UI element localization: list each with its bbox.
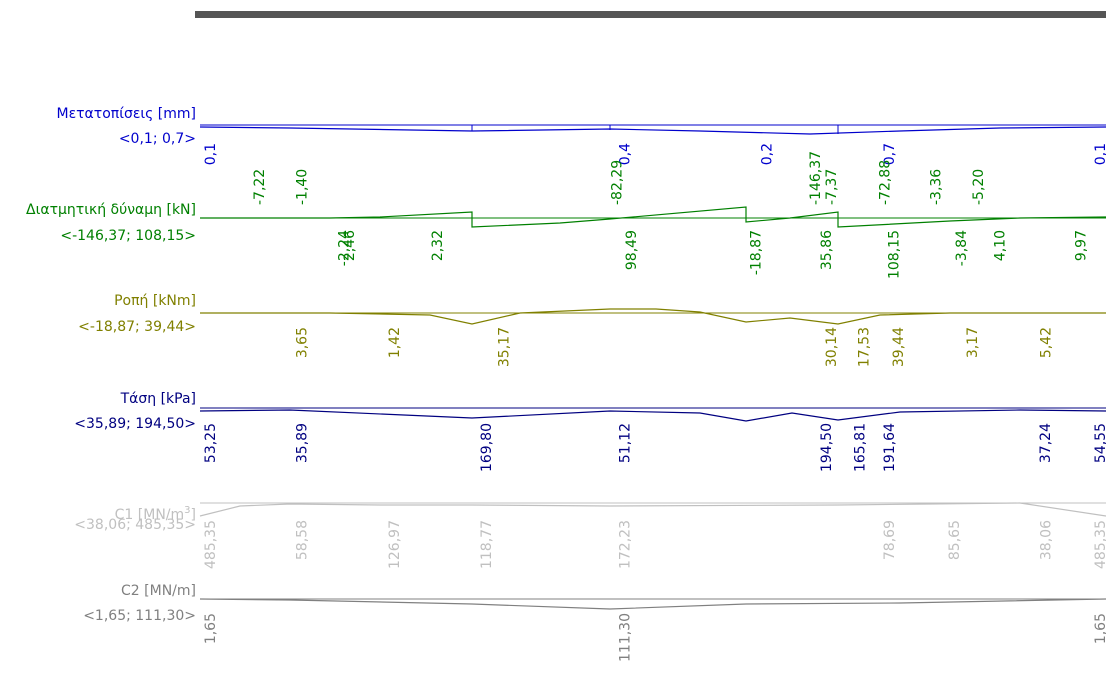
shear-chart: Διατμητική δύναμη [kN] <-146,37; 108,15>: [26, 202, 1106, 244]
value-labels: 0,1 0,4 0,2 0,7 0,1-7,22 -1,40 -82,29 -146,37 -7…: [203, 143, 1106, 662]
c1-value-label: 126,97: [387, 520, 403, 569]
moment-value-label: 1,42: [387, 327, 403, 358]
c1-range: <38,06; 485,35>: [74, 517, 196, 533]
stress-chart: Τάση [kPa] <35,89; 194,50>: [74, 391, 1106, 432]
shear-value-label: -18,87: [749, 230, 765, 275]
moment-chart: Ροπή [kNm] <-18,87; 39,44>: [78, 293, 1106, 335]
moment-range: <-18,87; 39,44>: [78, 319, 196, 335]
shear-value-label: -7,37: [824, 169, 840, 205]
shear-value-label: -3,36: [928, 169, 944, 205]
shear-title: Διατμητική δύναμη [kN]: [26, 202, 196, 218]
c1-value-label: 118,77: [479, 520, 495, 569]
stress-value-label: 54,55: [1093, 423, 1106, 463]
shear-value-label: -5,20: [971, 169, 987, 205]
displacement-range: <0,1; 0,7>: [119, 131, 196, 147]
moment-curve: [200, 308, 1106, 325]
shear-curve: [200, 206, 1106, 228]
stress-value-label: 51,12: [618, 423, 634, 463]
c2-chart: C2 [MN/m] <1,65; 111,30>: [83, 583, 1106, 624]
moment-value-label: 30,14: [824, 327, 840, 367]
disp-value-label: 0,1: [203, 143, 219, 165]
stress-value-label: 194,50: [819, 423, 835, 472]
c1-curve: [199, 502, 1106, 517]
shear-value-label: -146,37: [808, 151, 824, 205]
moment-value-label: 3,65: [295, 327, 311, 358]
shear-value-label: -72,88: [878, 160, 894, 205]
stress-range: <35,89; 194,50>: [74, 416, 196, 432]
displacement-chart: Μετατοπίσεις [mm] <0,1; 0,7>: [56, 106, 1106, 147]
c2-range: <1,65; 111,30>: [83, 608, 196, 624]
shear-value-label: 4,10: [992, 230, 1008, 261]
stress-value-label: 35,89: [295, 423, 311, 463]
shear-value-label: 2,46: [342, 230, 358, 261]
disp-value-label: 0,4: [618, 143, 634, 165]
stress-value-label: 169,80: [479, 423, 495, 472]
c2-value-label: 111,30: [618, 613, 634, 662]
c1-title: C1 [MN/m3]: [115, 505, 196, 523]
shear-value-label: -1,40: [295, 169, 311, 205]
c1-value-label: 78,69: [882, 520, 898, 560]
shear-value-label: 9,97: [1073, 230, 1089, 261]
c1-value-label: 485,35: [1093, 520, 1106, 569]
moment-value-label: 39,44: [891, 327, 907, 367]
c1-value-label: 58,58: [295, 520, 311, 560]
shear-range: <-146,37; 108,15>: [60, 228, 196, 244]
shear-value-label: -7,22: [252, 169, 268, 205]
c1-value-label: 485,35: [203, 520, 219, 569]
stress-curve: [199, 409, 1106, 422]
moment-value-label: 5,42: [1039, 327, 1055, 358]
c1-chart: C1 [MN/m3] <38,06; 485,35>: [74, 502, 1106, 533]
c2-value-label: 1,65: [1093, 613, 1106, 644]
c2-value-label: 1,65: [203, 613, 219, 644]
disp-value-label: 0,1: [1093, 143, 1106, 165]
stress-title: Τάση [kPa]: [120, 391, 196, 407]
c2-title: C2 [MN/m]: [121, 583, 196, 599]
c1-value-label: 38,06: [1039, 520, 1055, 560]
stress-value-label: 53,25: [203, 423, 219, 463]
c1-value-label: 172,23: [618, 520, 634, 569]
displacement-title: Μετατοπίσεις [mm]: [56, 106, 196, 122]
shear-value-label: -82,29: [610, 160, 626, 205]
displacement-curve: [199, 126, 1106, 135]
moment-value-label: 3,17: [965, 327, 981, 358]
shear-value-label: 108,15: [887, 230, 903, 279]
disp-value-label: 0,7: [882, 143, 898, 165]
shear-value-label: 2,32: [430, 230, 446, 261]
shear-value-label: -3,84: [954, 230, 970, 266]
stress-value-label: 37,24: [1038, 423, 1054, 463]
disp-value-label: 0,2: [760, 143, 776, 165]
c1-value-label: 85,65: [947, 520, 963, 560]
moment-value-label: 35,17: [497, 327, 513, 367]
stress-value-label: 165,81: [853, 423, 869, 472]
beam-bar: [195, 11, 1106, 18]
shear-value-label: 98,49: [624, 230, 640, 270]
shear-value-label: 35,86: [819, 230, 835, 270]
stress-value-label: 191,64: [882, 423, 898, 472]
c2-curve: [199, 598, 1106, 610]
moment-title: Ροπή [kNm]: [114, 293, 196, 309]
shear-value-label: -2,24: [337, 230, 353, 266]
moment-value-label: 17,53: [856, 327, 872, 367]
